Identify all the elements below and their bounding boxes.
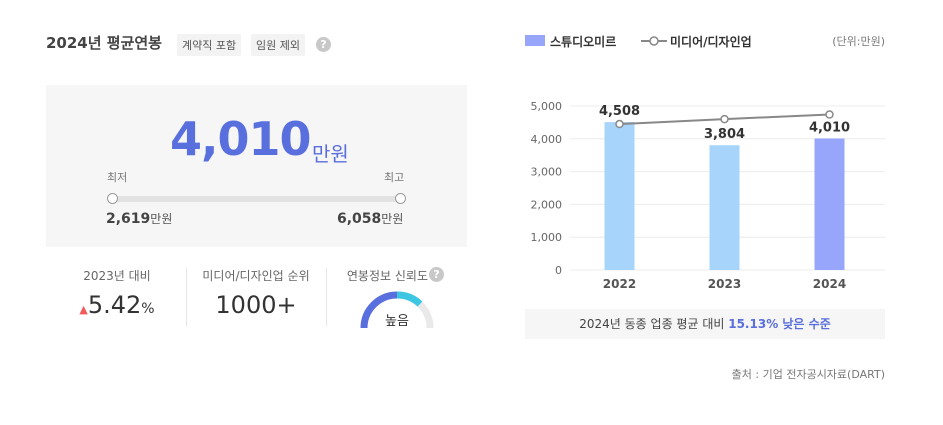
stat-yoy-label: 2023년 대비 <box>83 269 151 283</box>
salary-card <box>46 85 467 247</box>
y-tick-label: 1,000 <box>531 231 563 244</box>
gauge-fill <box>360 291 398 329</box>
range-max-handle <box>395 193 406 204</box>
unit-note: (단위:만원) <box>832 35 885 48</box>
reliability-gauge <box>360 291 434 329</box>
max-salary: 6,058만원 <box>337 211 404 227</box>
bar-2022 <box>604 122 635 270</box>
help-icon[interactable]: ? <box>429 267 444 282</box>
y-tick-label: 5,000 <box>531 100 563 113</box>
stat-rank-label: 미디어/디자인업 순위 <box>202 269 310 283</box>
legend-swatch-industry <box>641 36 667 46</box>
salary-range-track <box>112 196 402 202</box>
min-label: 최저 <box>107 171 128 184</box>
bar-value-label: 4,010 <box>809 120 850 135</box>
page-title: 2024년 평균연봉 <box>46 34 162 52</box>
comparison-banner: 2024년 동종 업종 평균 대비 15.13% 낮은 수준 <box>525 309 885 339</box>
range-min-handle <box>107 193 118 204</box>
stat-yoy-value: ▲5.42% <box>79 291 155 319</box>
salary-chart: 0 1,000 2,000 3,000 4,000 5,000 4,508 2022 3,804… <box>531 100 885 291</box>
min-salary: 2,619만원 <box>106 211 173 227</box>
industry-point <box>615 119 624 129</box>
x-tick-label: 2023 <box>708 277 741 291</box>
average-salary-value: 4,010 <box>170 112 312 166</box>
bar-value-label: 3,804 <box>704 127 745 142</box>
legend-company: 스튜디오미르 <box>550 35 617 49</box>
up-arrow-icon: ▲ <box>79 303 88 316</box>
legend-swatch-company <box>525 35 545 46</box>
tag-contract-included: 계약직 포함 <box>177 34 242 56</box>
bar-value-label: 4,508 <box>599 104 640 119</box>
x-tick-label: 2024 <box>813 277 846 291</box>
y-tick-label: 0 <box>555 264 562 277</box>
gauge-fill-accent <box>396 291 423 307</box>
y-tick-label: 4,000 <box>531 133 563 146</box>
y-tick-label: 3,000 <box>531 166 563 179</box>
legend-industry: 미디어/디자인업 <box>670 35 752 49</box>
source-note: 출처 : 기업 전자공시자료(DART) <box>731 368 885 381</box>
help-icon[interactable]: ? <box>316 37 331 52</box>
max-label: 최고 <box>384 171 405 184</box>
gauge-level-text: 높음 <box>385 314 409 329</box>
bar-2023 <box>709 145 740 270</box>
average-salary-unit: 만원 <box>312 142 349 166</box>
stat-divider <box>326 268 327 326</box>
industry-point <box>825 110 834 119</box>
stat-reliability-label: 연봉정보 신뢰도 <box>346 269 428 283</box>
bar-2024 <box>814 138 845 270</box>
stat-rank-value: 1000+ <box>215 291 297 319</box>
y-tick-label: 2,000 <box>531 198 563 211</box>
stat-divider <box>186 268 187 326</box>
industry-point <box>720 114 729 124</box>
tag-executive-excluded: 임원 제외 <box>251 34 305 56</box>
x-tick-label: 2022 <box>603 277 636 291</box>
